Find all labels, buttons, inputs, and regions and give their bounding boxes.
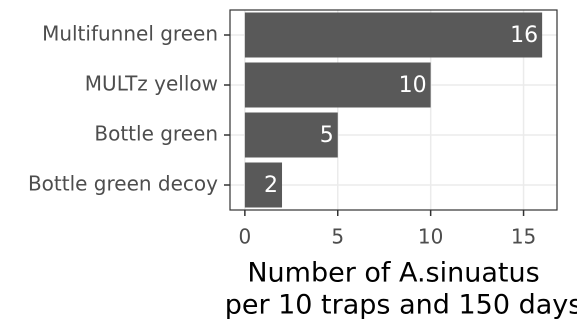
- bar: [244, 62, 431, 108]
- value-label: 10: [399, 73, 427, 98]
- y-tick-label: Multifunnel green: [42, 22, 218, 46]
- x-tick-label: 0: [238, 225, 251, 249]
- bar: [244, 162, 283, 208]
- x-tick-label: 5: [331, 225, 344, 249]
- x-axis-label: Number of A.sinuatus: [247, 258, 539, 289]
- x-tick-label: 15: [511, 225, 536, 249]
- y-tick-label: MULTz yellow: [85, 72, 218, 96]
- value-label: 5: [320, 123, 334, 148]
- bar: [244, 12, 543, 58]
- value-label: 2: [264, 173, 278, 198]
- y-tick-label: Bottle green: [94, 122, 218, 146]
- panel-border: [229, 9, 558, 211]
- bar: [244, 112, 338, 158]
- x-tick-label: 10: [418, 225, 443, 249]
- value-label: 16: [510, 23, 538, 48]
- x-axis-label: per 10 traps and 150 days: [225, 290, 577, 321]
- y-tick-label: Bottle green decoy: [28, 172, 218, 196]
